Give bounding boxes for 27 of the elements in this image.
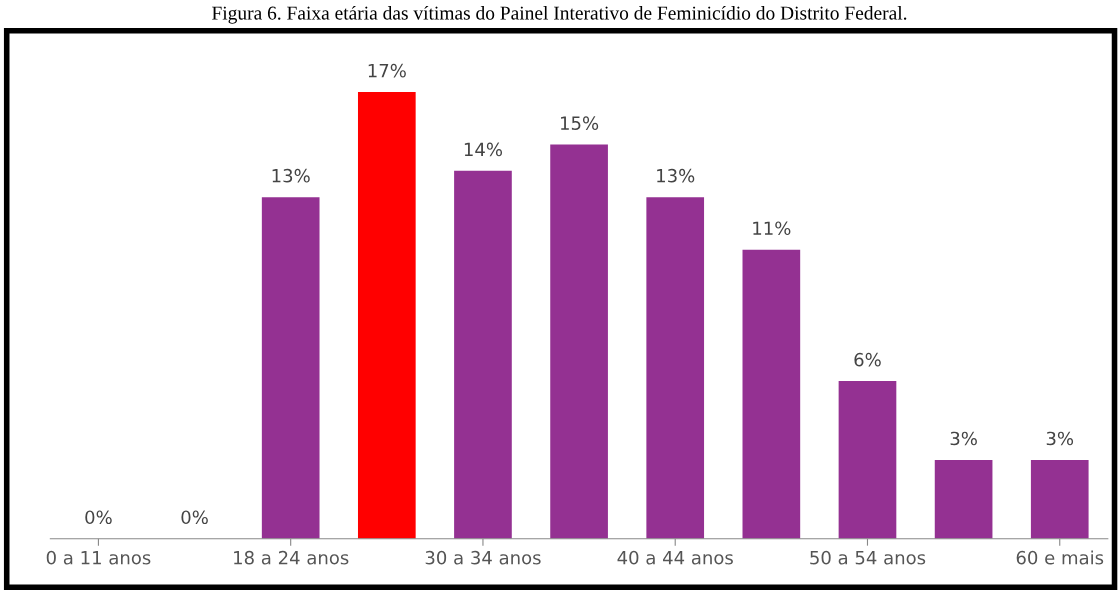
bar <box>454 170 512 539</box>
x-tick-label: 50 a 54 anos <box>810 550 926 565</box>
bar <box>742 249 801 539</box>
bar <box>1030 459 1089 539</box>
data-label: 6% <box>854 352 881 367</box>
x-tick-label: 40 a 44 anos <box>617 550 733 565</box>
bar <box>646 197 705 539</box>
data-label: 11% <box>753 221 791 236</box>
data-label: 0% <box>181 510 208 525</box>
data-label: 0% <box>85 510 112 525</box>
data-label: 13% <box>272 168 310 183</box>
chart-title: Figura 6. Faixa etária das vítimas do Painel Interativo de Feminicídio do Distrito Federal. <box>212 5 907 24</box>
x-tick-label: 30 a 34 anos <box>425 550 541 565</box>
bar <box>550 144 608 539</box>
x-tick-label: 0 a 11 anos <box>46 550 151 565</box>
bar <box>261 197 320 539</box>
data-label: 3% <box>950 431 977 446</box>
data-label: 15% <box>561 116 599 130</box>
x-tick-label: 18 a 24 anos <box>234 550 349 565</box>
data-label: 14% <box>464 142 503 157</box>
bar <box>934 459 993 539</box>
bar <box>357 92 416 539</box>
data-label: 3% <box>1046 431 1074 446</box>
data-label: 17% <box>368 63 406 78</box>
bar <box>838 381 897 539</box>
data-label: 13% <box>657 168 695 183</box>
x-tick-label: 60 e mais <box>1016 550 1104 565</box>
